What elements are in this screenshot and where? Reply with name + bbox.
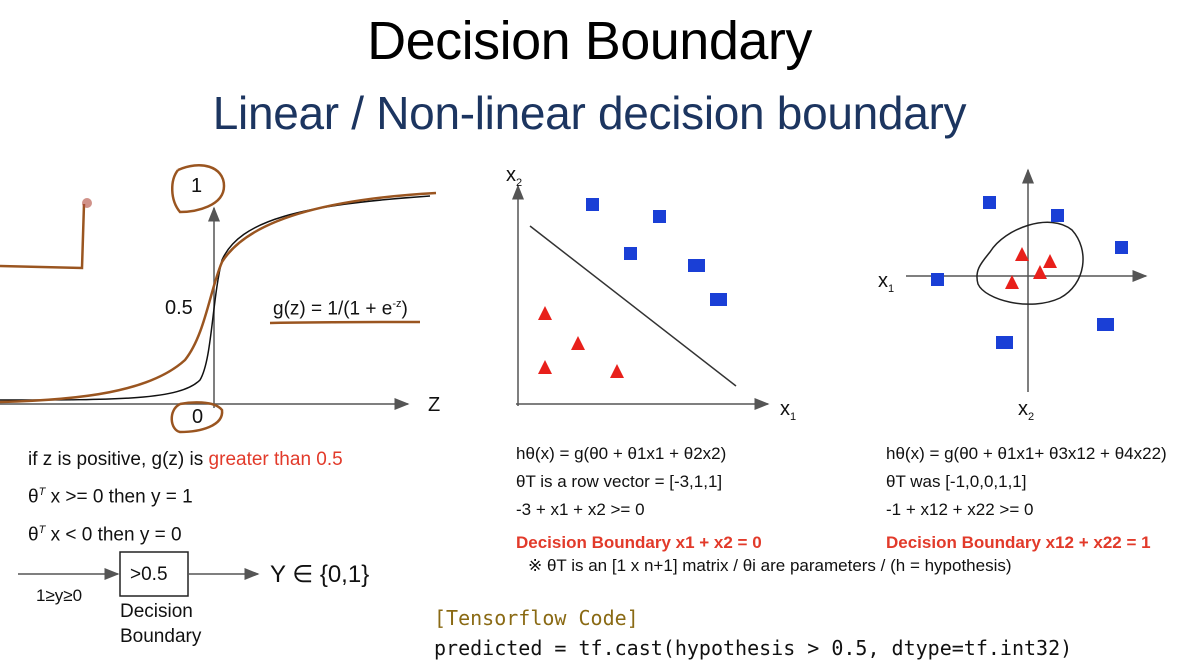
hand-drawn-circle-zero — [170, 401, 224, 434]
decision-caption-line2: Boundary — [120, 626, 202, 647]
note-z-positive: if z is positive, g(z) is greater than 0… — [28, 449, 343, 470]
linear-square — [624, 247, 637, 260]
sigmoid-label-zero: 0 — [192, 406, 204, 428]
sigmoid-label-one: 1 — [191, 175, 203, 197]
sigmoid-label-z: Z — [428, 394, 441, 416]
sigmoid-curve — [0, 195, 431, 401]
nonlinear-square — [1115, 241, 1128, 254]
code-line: predicted = tf.cast(hypothesis > 0.5, dt… — [434, 636, 1073, 660]
linear-eq-hypothesis: hθ(x) = g(θ0 + θ1x1 + θ2x2) — [516, 444, 727, 463]
linear-square — [586, 198, 599, 211]
sigmoid-label-half: 0.5 — [165, 297, 193, 319]
linear-eq-theta: θT is a row vector = [-3,1,1] — [516, 472, 723, 491]
linear-square — [653, 210, 666, 223]
linear-square — [710, 293, 727, 306]
nonlinear-axis-y-label: x2 — [1018, 398, 1035, 423]
hand-drawn-step-left — [0, 203, 86, 270]
hand-drawn-circle-one — [171, 164, 226, 214]
nonlinear-square — [931, 273, 944, 286]
footnote: ※ θT is an [1 x n+1] matrix / θi are par… — [528, 556, 1012, 575]
linear-eq-inequality: -3 + x1 + x2 >= 0 — [516, 500, 645, 519]
flow-output-label: Y ∈ {0,1} — [270, 561, 370, 588]
pointer-dot — [82, 198, 92, 208]
nonlinear-triangle — [1033, 265, 1047, 279]
nonlinear-boundary-curve — [976, 221, 1084, 305]
nonlinear-square — [996, 336, 1013, 349]
note-y-equals-1: θT x >= 0 then y = 1 — [28, 486, 193, 508]
linear-axis-x-label: x1 — [780, 398, 797, 423]
linear-square — [688, 259, 705, 272]
linear-triangle — [538, 306, 552, 320]
nonlinear-eq-inequality: -1 + x12 + x22 >= 0 — [886, 500, 1034, 519]
nonlinear-eq-hypothesis: hθ(x) = g(θ0 + θ1x1+ θ3x12 + θ4x22) — [886, 444, 1167, 463]
hand-drawn-sigmoid-overlay — [0, 191, 437, 404]
nonlinear-eq-theta: θT was [-1,0,0,1,1] — [886, 472, 1027, 491]
linear-triangle — [571, 336, 585, 350]
threshold-box — [119, 551, 189, 597]
nonlinear-square — [1097, 318, 1114, 331]
linear-boundary-line — [529, 225, 737, 387]
nonlinear-triangle — [1043, 254, 1057, 268]
nonlinear-axis-x-label: x1 — [878, 270, 895, 295]
nonlinear-boundary-label: Decision Boundary x12 + x22 = 1 — [886, 533, 1151, 552]
linear-boundary-label: Decision Boundary x1 + x2 = 0 — [516, 533, 762, 552]
nonlinear-square — [983, 196, 996, 209]
nonlinear-triangle — [1015, 247, 1029, 261]
code-header: [Tensorflow Code] — [434, 606, 639, 630]
decision-caption-line1: Decision — [120, 601, 193, 622]
nonlinear-square — [1051, 209, 1064, 222]
hand-drawn-underline — [269, 320, 421, 325]
slide-title: Decision Boundary — [367, 11, 812, 71]
threshold-box-label: >0.5 — [130, 564, 168, 585]
linear-axis-y-label: x2 — [506, 164, 523, 189]
linear-triangle — [610, 364, 624, 378]
nonlinear-triangle — [1005, 275, 1019, 289]
linear-triangle — [538, 360, 552, 374]
slide-subtitle: Linear / Non-linear decision boundary — [212, 87, 967, 139]
flow-input-label: 1≥y≥0 — [36, 586, 83, 605]
sigmoid-formula: g(z) = 1/(1 + e-z) — [273, 298, 408, 320]
note-y-equals-0: θT x < 0 then y = 0 — [28, 524, 182, 546]
